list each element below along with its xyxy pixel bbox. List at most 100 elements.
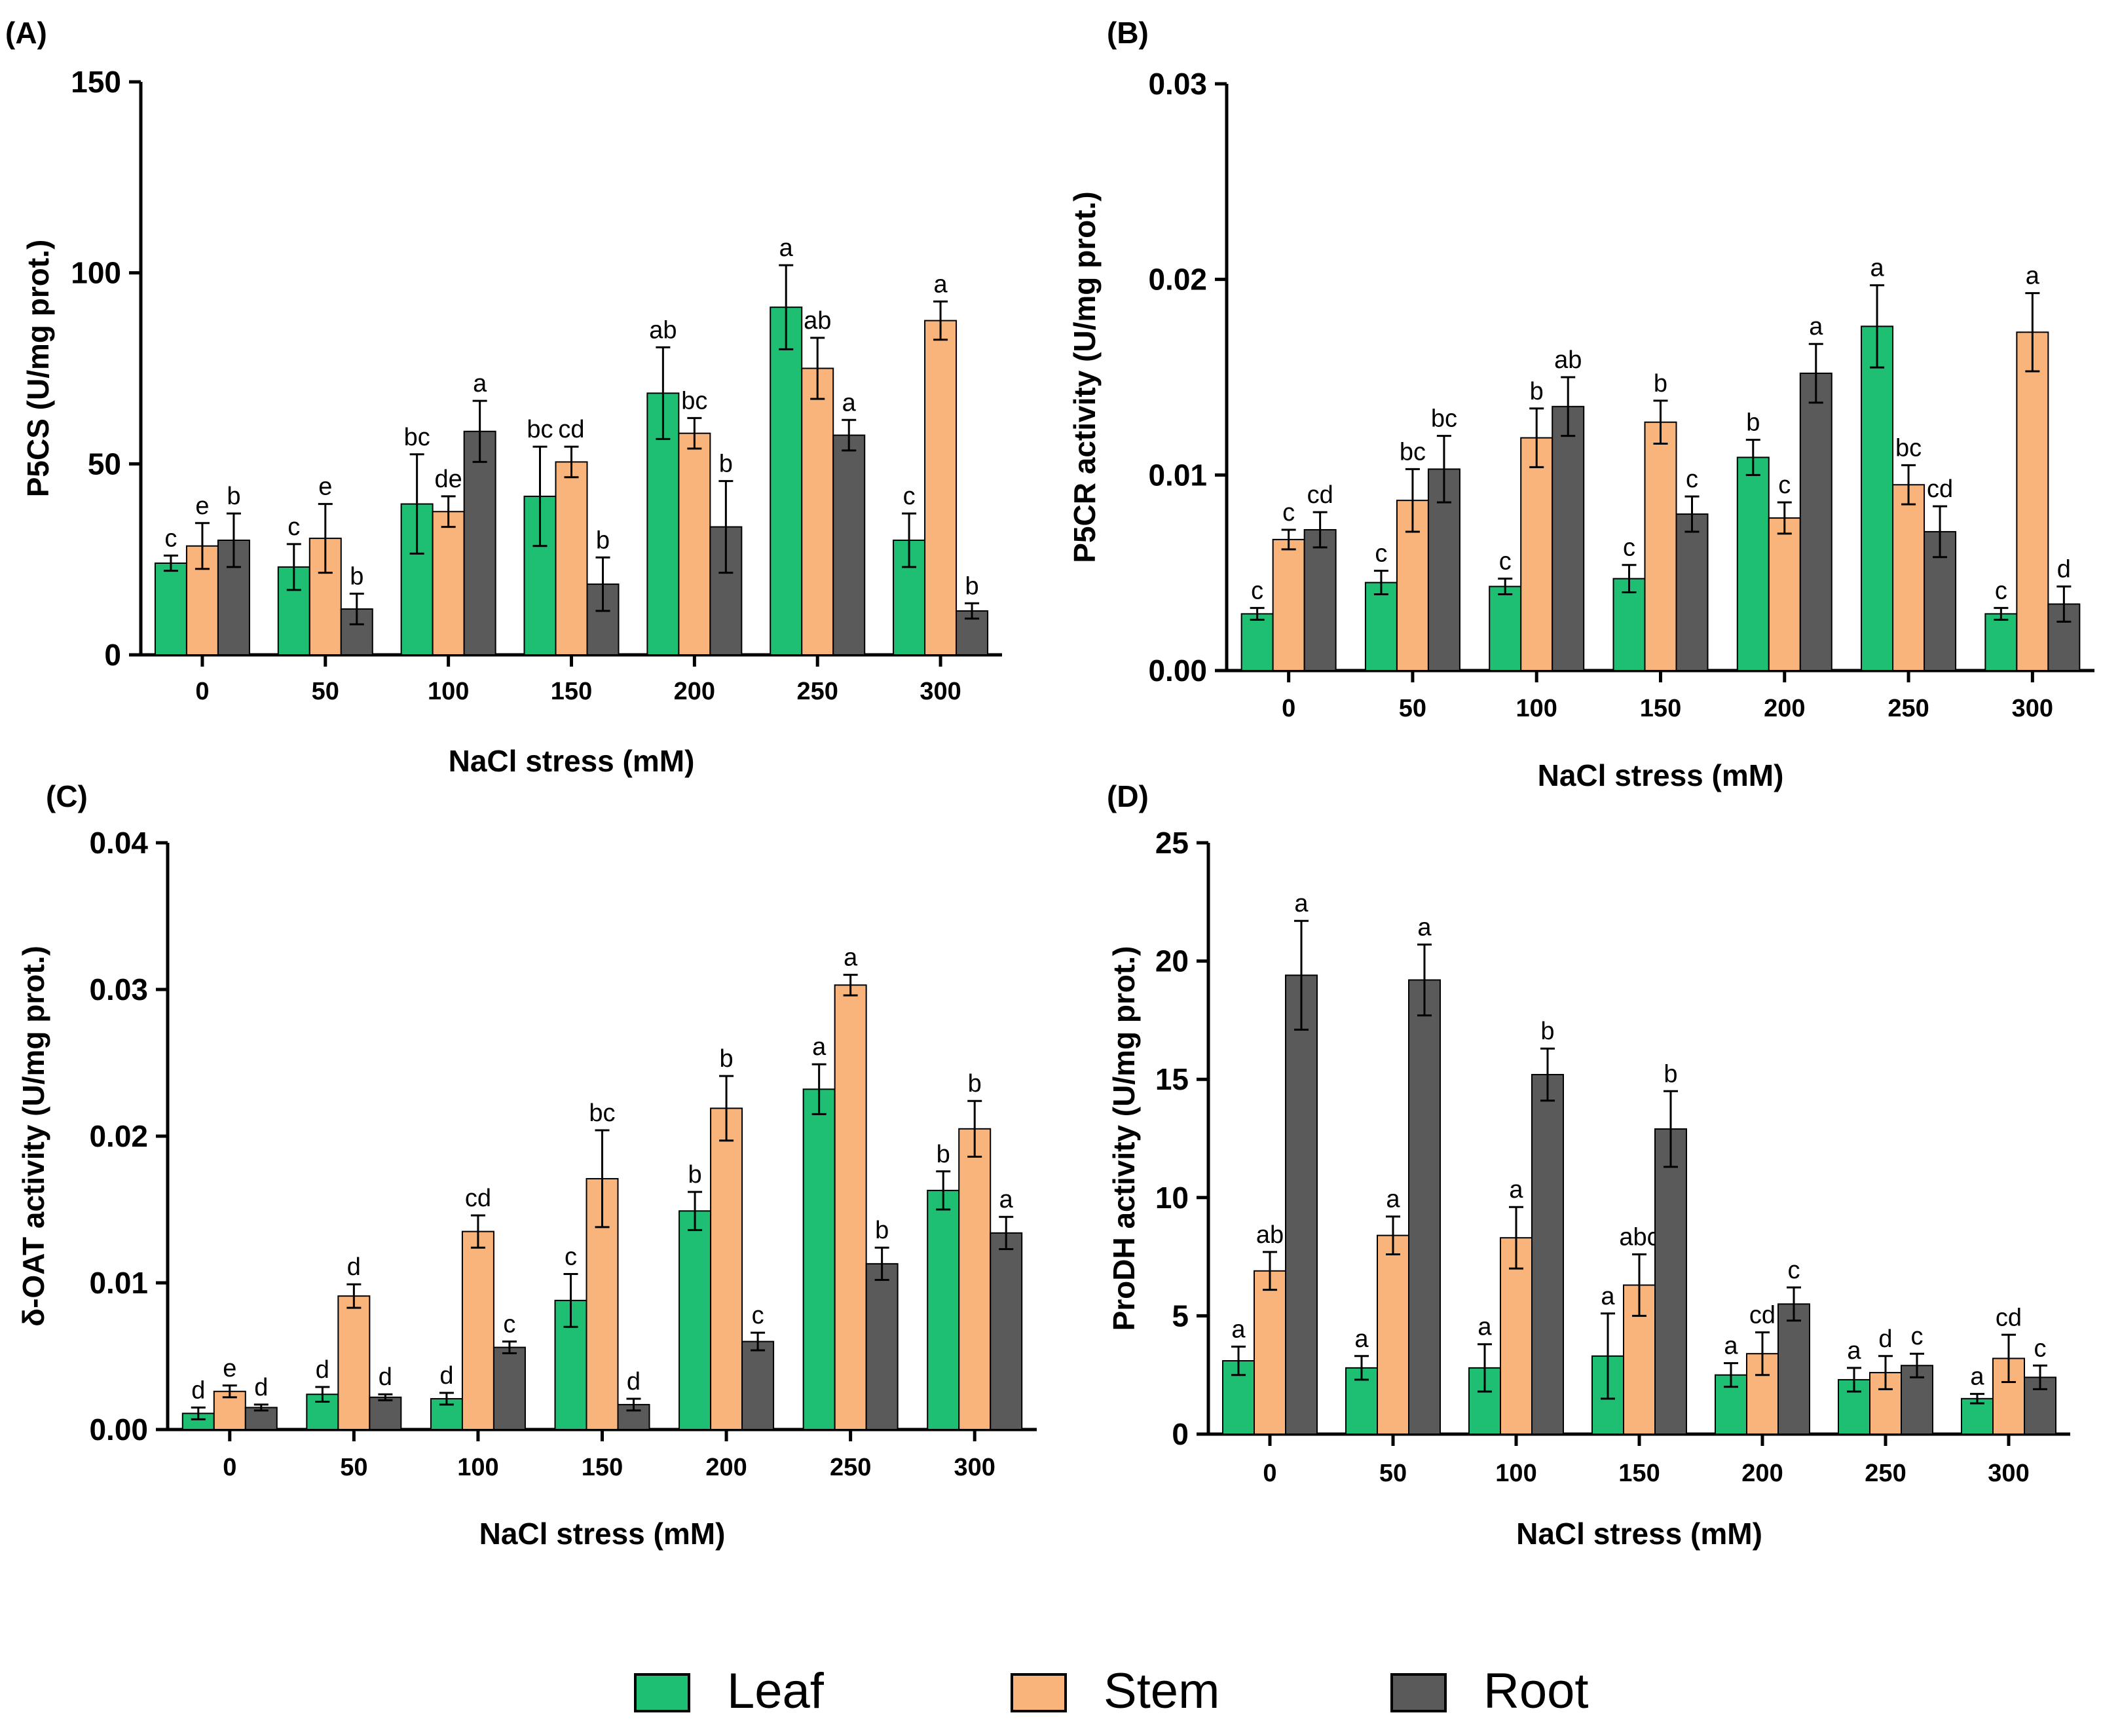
significance-letter: c [1778,471,1791,499]
bar [1489,585,1522,671]
x-tick-label: 100 [428,678,469,705]
bar [1777,1303,1810,1435]
bar [958,1128,992,1431]
significance-letter: d [1878,1325,1892,1353]
significance-letter: a [1478,1314,1492,1341]
significance-letter: c [1375,540,1387,568]
significance-letter: c [503,1311,515,1339]
significance-letter: d [347,1253,361,1281]
y-tick-label: 0.01 [1148,458,1207,492]
bar [617,1403,650,1430]
significance-letter: d [439,1362,453,1390]
significance-letter: cd [1749,1302,1776,1329]
significance-letter: b [875,1217,889,1244]
bar [1799,373,1832,671]
significance-letter: c [903,483,916,510]
significance-letter: a [473,370,487,397]
x-tick-label: 250 [1865,1460,1906,1487]
y-tick-label: 0.01 [89,1266,148,1300]
x-tick-label: 0 [1263,1460,1276,1487]
bar [1675,513,1709,671]
series-leaf: d d d c b a b [181,1033,960,1431]
significance-letter: d [254,1374,268,1401]
significance-letter: c [1499,548,1512,576]
y-tick-label: 5 [1172,1299,1189,1333]
x-tick-label: 200 [1764,695,1805,722]
bar [710,1107,743,1430]
x-axis-label: NaCl stress (mM) [449,744,695,778]
x-tick-label: 100 [1516,695,1557,722]
significance-letter: d [316,1356,329,1384]
x-tick-label: 150 [1618,1460,1660,1487]
y-tick-label: 100 [71,256,121,290]
chart-panel: (A) 0 50 100 150 0 50 100 150 200 250 300 NaCl stres… [5,16,1002,778]
significance-letter: a [1724,1333,1738,1360]
y-tick-label: 20 [1155,944,1189,978]
series-root: a a b b c c c [1285,890,2056,1435]
legend-label: Leaf [727,1663,825,1719]
significance-letter: c [1282,499,1295,526]
bar [1552,405,1585,671]
y-tick-label: 150 [71,65,121,99]
legend-swatch-leaf [634,1673,690,1712]
significance-letter: a [1231,1316,1246,1343]
bar [770,306,803,656]
x-tick-label: 50 [1399,695,1426,722]
significance-letter: c [1911,1323,1924,1350]
x-tick-label: 0 [223,1454,236,1481]
significance-letter: cd [465,1185,491,1212]
x-tick-label: 300 [920,678,961,705]
bar [834,984,867,1430]
y-tick-label: 0.00 [89,1413,148,1447]
significance-letter: c [1686,466,1698,493]
bar [990,1232,1023,1430]
significance-letter: b [1530,378,1544,405]
bar [2016,331,2049,672]
significance-letter: bc [1431,405,1457,433]
significance-letter: a [934,270,948,298]
x-tick-label: 200 [674,678,715,705]
significance-letter: ab [1256,1221,1284,1249]
significance-letter: d [379,1363,392,1391]
chart-panel: (B) 0.00 0.01 0.02 0.03 0 50 100 150 200 250 300 NaC… [1068,16,2094,792]
bar [1768,517,1801,671]
significance-letter: e [318,473,332,501]
x-tick-label: 250 [1888,695,1929,722]
x-tick-label: 150 [1640,695,1681,722]
significance-letter: c [1995,577,2007,604]
legend: Leaf Stem Root [634,1663,1589,1719]
significance-letter: a [1354,1325,1369,1353]
bar [1303,528,1337,672]
x-tick-label: 300 [954,1454,995,1481]
significance-letter: a [1870,255,1885,282]
significance-letter: c [2034,1335,2047,1362]
bar [432,511,465,656]
bar [1644,421,1677,672]
bar [1364,582,1398,671]
bar [802,1088,836,1430]
bar [493,1346,526,1431]
significance-letter: b [965,572,979,600]
significance-letter: c [1788,1257,1800,1284]
bar [1377,1234,1409,1435]
significance-letter: c [752,1302,764,1329]
series-leaf: a a a a a a a [1222,1283,1994,1435]
significance-letter: cd [1996,1304,2022,1331]
x-axis-label: NaCl stress (mM) [1538,758,1784,792]
significance-letter: a [1601,1283,1615,1310]
bar [801,367,834,656]
y-tick-label: 0 [1172,1417,1189,1451]
x-tick-label: 300 [2012,695,2053,722]
bar [1861,325,1894,671]
significance-letter: d [627,1368,641,1395]
significance-letter: ab [804,307,831,335]
significance-letter: a [842,389,857,416]
bar [1408,979,1441,1435]
y-axis-label: ProDH activity (U/mg prot.) [1107,946,1141,1331]
significance-letter: b [1746,409,1760,437]
